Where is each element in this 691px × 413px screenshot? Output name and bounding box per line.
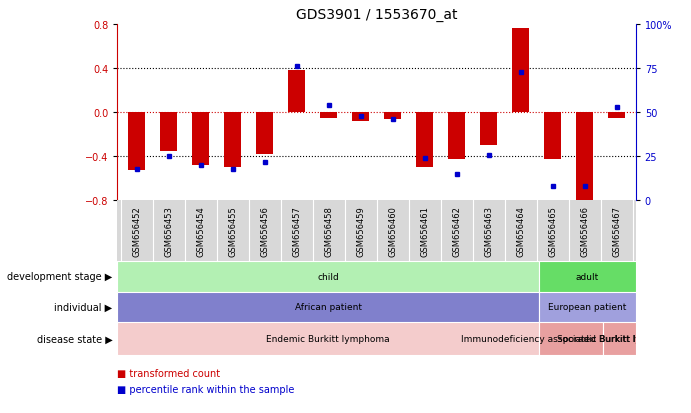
Bar — [224, 113, 241, 168]
Bar — [512, 29, 529, 113]
Bar — [448, 113, 465, 159]
Text: GSM656464: GSM656464 — [516, 206, 525, 256]
Title: GDS3901 / 1553670_at: GDS3901 / 1553670_at — [296, 8, 457, 22]
Text: development stage ▶: development stage ▶ — [7, 272, 112, 282]
Text: GSM656453: GSM656453 — [164, 206, 173, 256]
Text: GSM656462: GSM656462 — [452, 206, 461, 256]
Bar — [607, 113, 625, 119]
Bar — [320, 113, 337, 119]
Text: individual ▶: individual ▶ — [54, 302, 112, 312]
Text: GSM656454: GSM656454 — [196, 206, 205, 256]
Text: GSM656465: GSM656465 — [548, 206, 557, 256]
Text: GSM656461: GSM656461 — [420, 206, 429, 256]
Bar — [256, 113, 274, 155]
Text: Sporadic Burkitt lymphoma: Sporadic Burkitt lymphoma — [558, 334, 681, 343]
Bar — [538, 322, 603, 355]
Text: child: child — [317, 272, 339, 281]
Text: disease state ▶: disease state ▶ — [37, 334, 112, 344]
Bar — [544, 113, 561, 159]
Text: GSM656460: GSM656460 — [388, 206, 397, 256]
Text: GSM656455: GSM656455 — [228, 206, 237, 256]
Text: ■ percentile rank within the sample: ■ percentile rank within the sample — [117, 385, 295, 394]
Text: GSM656452: GSM656452 — [132, 206, 141, 256]
Bar — [117, 292, 538, 322]
Bar — [538, 261, 636, 292]
Text: Immunodeficiency associated Burkitt lymphoma: Immunodeficiency associated Burkitt lymp… — [461, 334, 681, 343]
Bar — [480, 113, 498, 146]
Bar — [192, 113, 209, 166]
Text: GSM656467: GSM656467 — [612, 206, 621, 257]
Text: GSM656466: GSM656466 — [580, 206, 589, 257]
Bar — [117, 261, 538, 292]
Text: African patient: African patient — [294, 302, 361, 311]
Bar — [416, 113, 433, 168]
Text: GSM656459: GSM656459 — [356, 206, 365, 256]
Bar — [603, 322, 636, 355]
Bar — [288, 71, 305, 113]
Bar — [384, 113, 401, 119]
Bar — [538, 292, 636, 322]
Bar — [160, 113, 178, 152]
Text: Endemic Burkitt lymphoma: Endemic Burkitt lymphoma — [266, 334, 390, 343]
Text: GSM656456: GSM656456 — [260, 206, 269, 256]
Text: ■ transformed count: ■ transformed count — [117, 368, 220, 378]
Text: adult: adult — [576, 272, 599, 281]
Bar — [128, 113, 146, 170]
Bar — [352, 113, 370, 122]
Text: GSM656463: GSM656463 — [484, 206, 493, 257]
Bar — [117, 322, 538, 355]
Bar — [576, 113, 594, 201]
Text: GSM656457: GSM656457 — [292, 206, 301, 256]
Text: GSM656458: GSM656458 — [324, 206, 333, 256]
Text: European patient: European patient — [548, 302, 626, 311]
